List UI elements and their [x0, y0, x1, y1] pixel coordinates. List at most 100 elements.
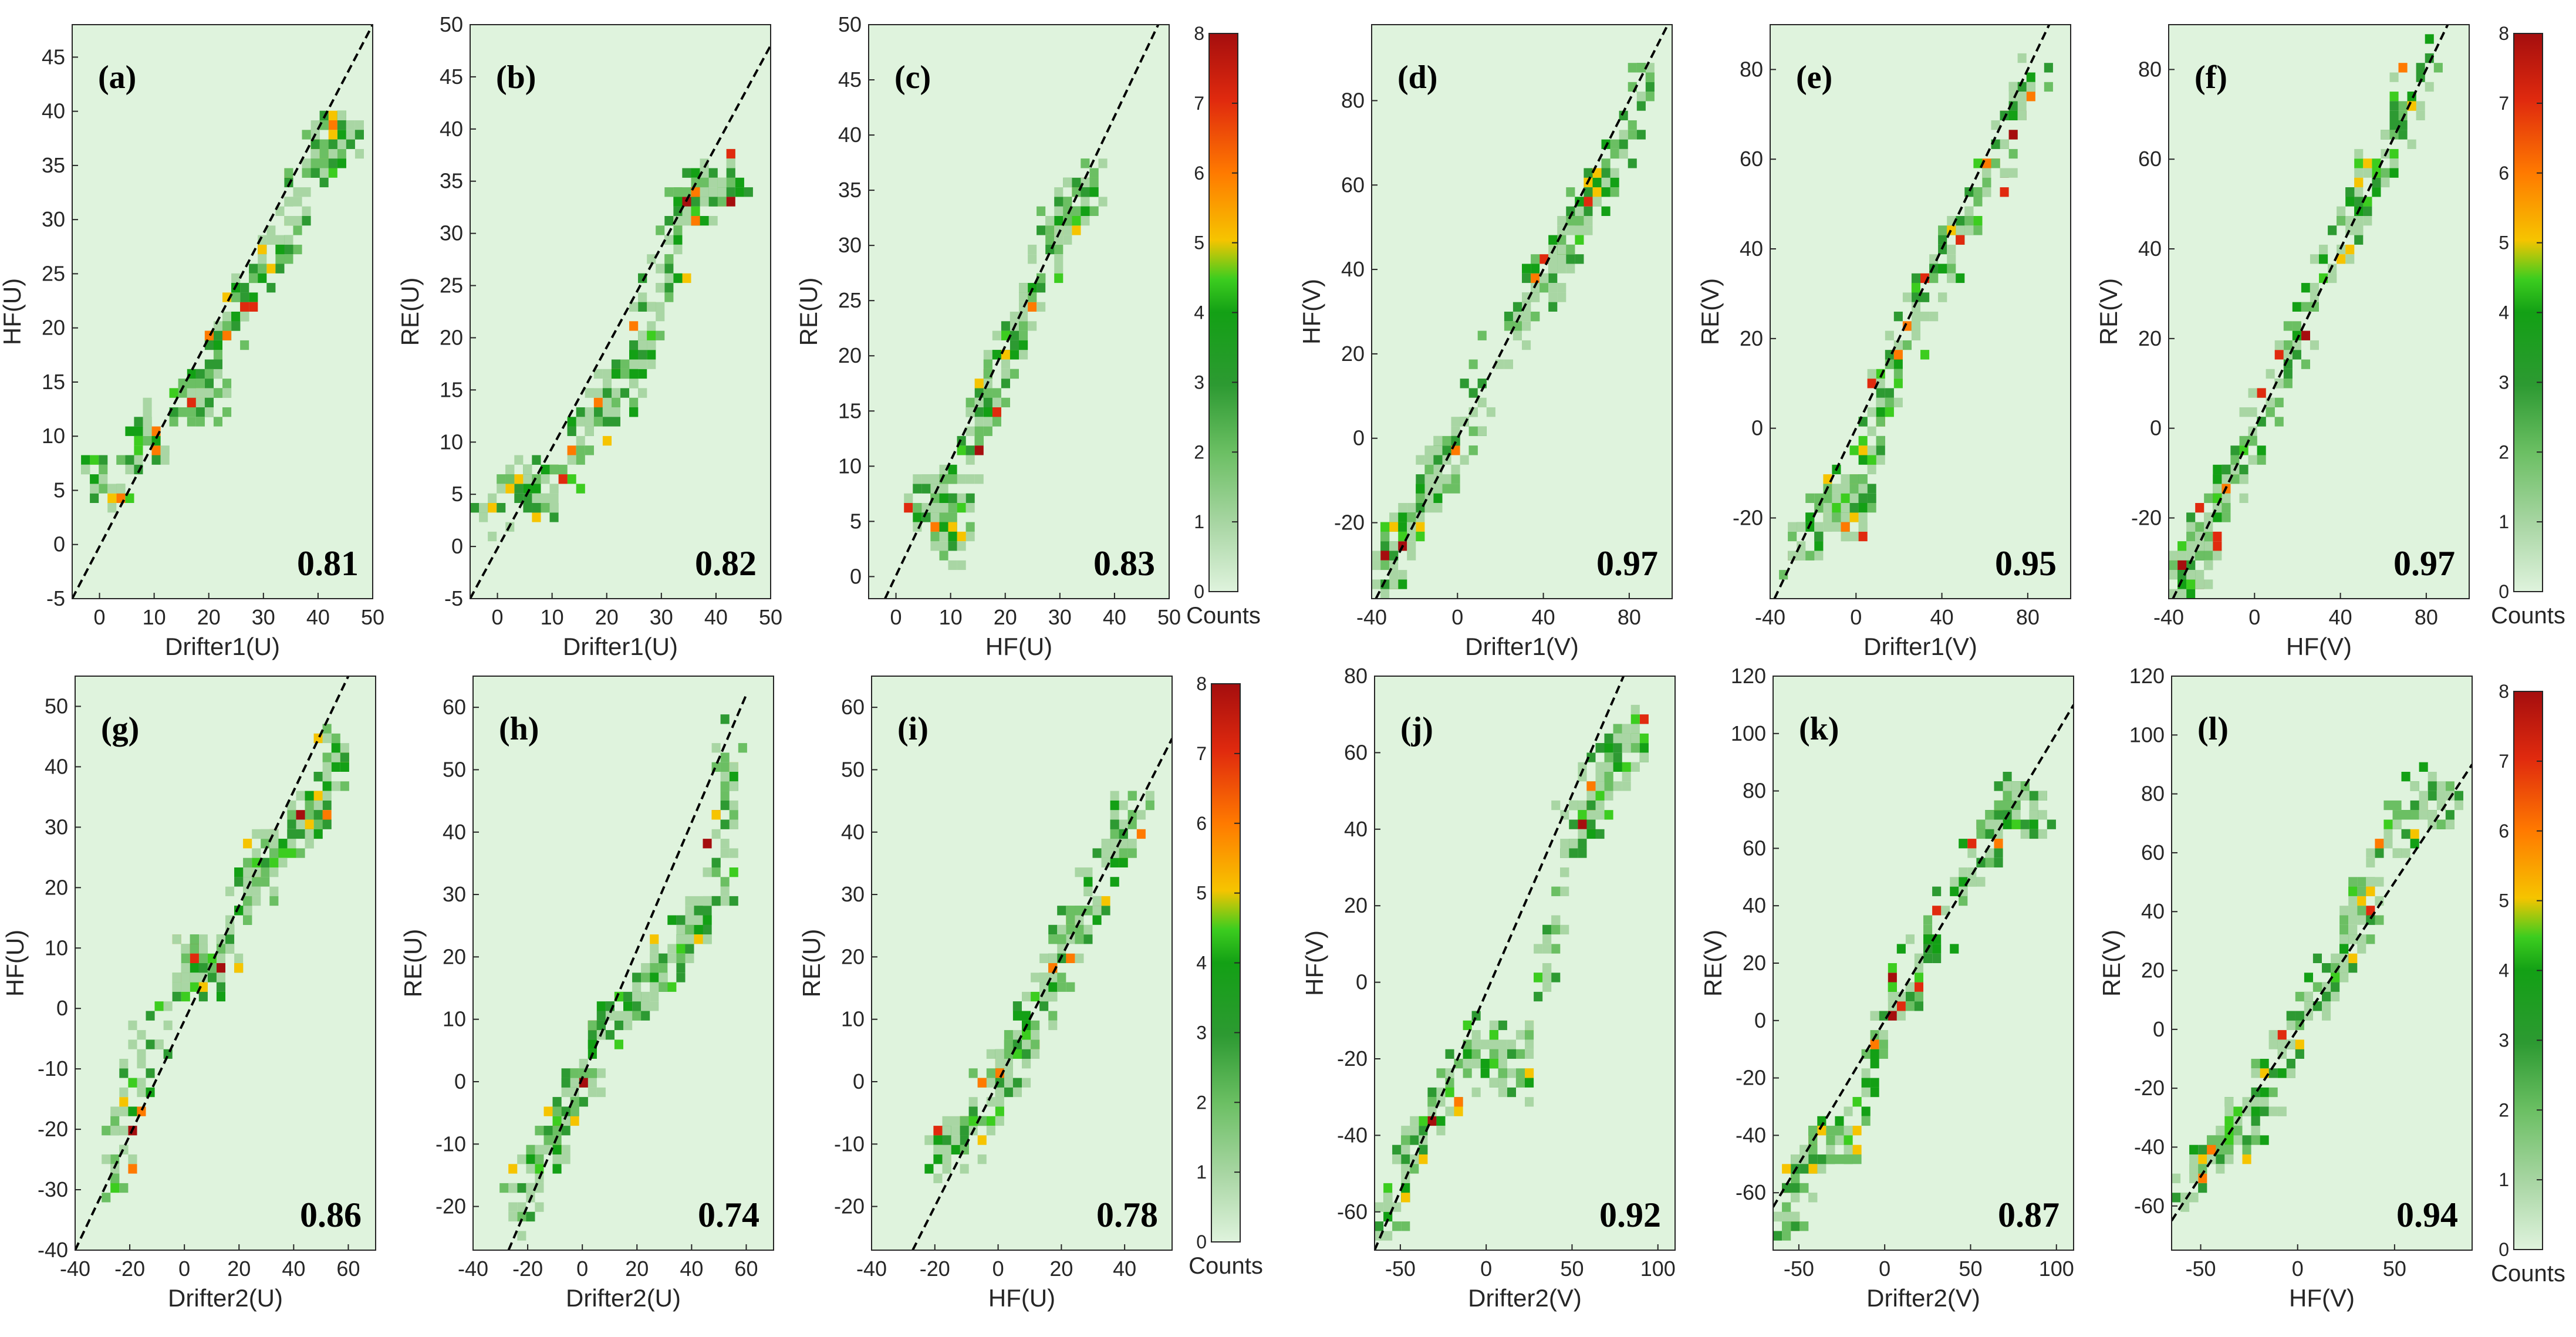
heatmap-cell [1613, 752, 1622, 762]
y-axis-label: RE(U) [399, 929, 427, 998]
heatmap-cell [222, 388, 232, 398]
heatmap-cell [1401, 1144, 1410, 1154]
heatmap-cell [623, 991, 633, 1002]
heatmap-cell [514, 493, 524, 503]
heatmap-cell [611, 388, 620, 398]
heatmap-cell [632, 991, 642, 1002]
heatmap-cell [187, 417, 196, 427]
heatmap-cell [1463, 1068, 1472, 1078]
heatmap-cell [302, 187, 311, 197]
heatmap-cell [620, 369, 630, 379]
heatmap-cell [541, 464, 550, 475]
heatmap-cell [1791, 1221, 1800, 1231]
heatmap-cell [650, 953, 659, 963]
heatmap-cell [213, 388, 222, 398]
heatmap-cell [664, 235, 674, 245]
heatmap-cell [1477, 330, 1487, 340]
heatmap-cell [2416, 101, 2425, 111]
colorbar-tick-label: 3 [2499, 372, 2509, 393]
y-tick-label: 30 [838, 233, 862, 257]
correlation-value: 0.95 [1995, 544, 2057, 583]
heatmap-cell [552, 1106, 562, 1116]
heatmap-cell [623, 1011, 633, 1021]
heatmap-cell [700, 197, 709, 207]
heatmap-cell [1601, 187, 1611, 197]
heatmap-cell [1416, 522, 1425, 532]
heatmap-cell [337, 120, 346, 130]
y-tick-label: 40 [2138, 237, 2162, 261]
heatmap-cell [1849, 493, 1859, 503]
heatmap-cell [921, 484, 931, 494]
heatmap-cell [939, 493, 948, 503]
heatmap-cell [588, 1078, 597, 1088]
heatmap-cell [623, 1020, 633, 1031]
heatmap-cell [1083, 906, 1093, 916]
heatmap-cell [1498, 1078, 1507, 1088]
heatmap-cell [1941, 906, 1950, 916]
heatmap-cell [552, 1154, 562, 1164]
heatmap-cell [1127, 839, 1137, 849]
heatmap-cell [561, 1078, 570, 1088]
heatmap-cell [1383, 1193, 1393, 1203]
heatmap-cell [1592, 197, 1602, 207]
heatmap-cell [1967, 839, 1977, 849]
heatmap-cell [2283, 340, 2293, 350]
heatmap-cell [225, 934, 235, 944]
heatmap-cell [685, 934, 694, 944]
heatmap-cell [1092, 915, 1102, 925]
heatmap-cell [1539, 273, 1549, 283]
heatmap-cell [1427, 1116, 1437, 1126]
heatmap-cell [1380, 551, 1390, 561]
panel-label: (d) [1397, 59, 1437, 96]
heatmap-cell [1522, 321, 1531, 331]
heatmap-cell [614, 1039, 623, 1049]
heatmap-cell [647, 330, 656, 340]
heatmap-cell [957, 474, 966, 484]
heatmap-cell [1551, 944, 1561, 954]
heatmap-cell [128, 1164, 137, 1174]
heatmap-cell [2274, 350, 2284, 360]
heatmap-cell [673, 197, 683, 207]
y-tick-label: 15 [42, 370, 65, 394]
heatmap-cell [1858, 512, 1868, 522]
heatmap-cell [1601, 206, 1611, 216]
heatmap-cell [735, 187, 744, 197]
colorbar-label: Counts [1186, 603, 1261, 629]
x-tick-label: -20 [114, 1257, 145, 1281]
y-tick-label: 60 [1341, 173, 1365, 197]
heatmap-cell [1817, 1164, 1827, 1174]
heatmap-cell [664, 292, 674, 302]
heatmap-cell [1057, 982, 1066, 992]
heatmap-cell [1392, 1202, 1402, 1212]
x-tick-label: -40 [856, 1257, 887, 1281]
heatmap-cell [2363, 168, 2372, 178]
heatmap-cell [1622, 733, 1631, 744]
heatmap-cell [2248, 435, 2257, 446]
heatmap-cell [296, 848, 305, 858]
heatmap-cell [1012, 1078, 1022, 1088]
y-axis-label: HF(U) [0, 278, 26, 345]
heatmap-cell [1876, 435, 1885, 446]
colorbar-tick-label: 8 [1194, 23, 1204, 44]
heatmap-cell [2260, 1106, 2269, 1116]
heatmap-cell [505, 484, 515, 494]
y-axis-label: HF(V) [1301, 930, 1328, 996]
heatmap-cell [1512, 321, 1522, 331]
heatmap-cell [992, 330, 1001, 340]
heatmap-cell [1791, 1211, 1800, 1222]
colorbar-tick-label: 3 [1196, 1022, 1207, 1043]
heatmap-cell [1477, 426, 1487, 436]
heatmap-cell [1844, 1154, 1853, 1164]
heatmap-cell [269, 896, 279, 906]
heatmap-cell [322, 772, 332, 782]
heatmap-cell [90, 474, 99, 484]
x-tick-label: 30 [1048, 605, 1072, 629]
heatmap-cell [190, 973, 199, 983]
heatmap-cell [1028, 321, 1037, 331]
heatmap-cell [948, 560, 957, 570]
heatmap-cell [252, 877, 261, 887]
heatmap-cell [119, 1106, 129, 1116]
heatmap-cell [505, 474, 515, 484]
